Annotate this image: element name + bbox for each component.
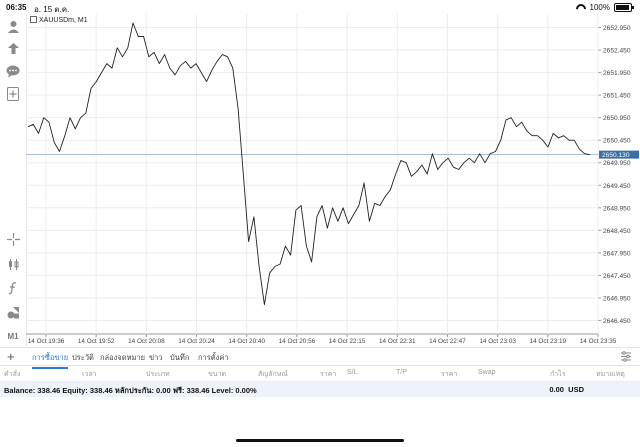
tab-journal[interactable]: บันทึก [170, 353, 190, 362]
balance-text: Balance: 338.46 Equity: 338.46 หลักประกั… [4, 386, 257, 395]
tab-settings[interactable]: การตั้งค่า [198, 353, 229, 362]
col-current-price[interactable]: ราคา [441, 371, 458, 378]
chart-toolbar: M1 [0, 14, 27, 346]
col-swap[interactable]: Swap [478, 369, 496, 376]
current-price-badge [599, 150, 639, 159]
price-label: 2648.950 [603, 205, 631, 212]
home-indicator[interactable] [236, 439, 404, 442]
candles-icon[interactable] [5, 256, 21, 272]
time-label: 14 Oct 22:15 [329, 338, 366, 345]
crosshair-icon[interactable] [5, 231, 21, 247]
price-label: 2648.450 [603, 228, 631, 235]
add-icon[interactable]: + [7, 349, 15, 364]
symbol-box-icon [30, 16, 37, 23]
time-label: 14 Oct 20:24 [178, 338, 215, 345]
time-label: 14 Oct 20:40 [228, 338, 265, 345]
new-order-icon[interactable] [5, 86, 21, 102]
price-label: 2646.450 [603, 318, 631, 325]
symbol-text: XAUUSDm, M1 [39, 17, 88, 24]
time-label: 14 Oct 20:08 [128, 338, 165, 345]
account-icon[interactable] [5, 18, 21, 34]
status-date: อ. 15 ต.ค. [34, 5, 70, 14]
profit-currency: USD [568, 385, 584, 394]
tab-mailbox[interactable]: กล่องจดหมาย [100, 353, 146, 362]
status-bar: 06:35 อ. 15 ต.ค. 100% [0, 0, 640, 14]
chart-canvas[interactable]: 2652.950 2652.450 2651.950 2651.450 2650.950… [26, 14, 640, 346]
price-label: 2652.950 [603, 25, 631, 32]
objects-icon[interactable] [5, 304, 21, 320]
time-label: 14 Oct 19:36 [28, 338, 65, 345]
price-label: 2651.450 [603, 93, 631, 100]
col-comment[interactable]: หมายเหตุ [596, 371, 625, 378]
time-label: 14 Oct 22:31 [379, 338, 416, 345]
col-volume[interactable]: ขนาด [208, 371, 227, 378]
price-label: 2650.950 [603, 115, 631, 122]
price-label: 2652.450 [603, 48, 631, 55]
time-label: 14 Oct 20:56 [279, 338, 316, 345]
col-profit[interactable]: กำไร [550, 371, 566, 378]
current-price-label: 2650.130 [602, 152, 630, 159]
chat-icon[interactable] [5, 63, 21, 79]
col-sl[interactable]: S/L [347, 369, 358, 376]
time-label: 14 Oct 22:47 [429, 338, 466, 345]
price-chart[interactable]: 2652.950 2652.450 2651.950 2651.450 2650.950… [26, 14, 640, 346]
indicator-icon[interactable] [5, 280, 21, 296]
time-label: 14 Oct 23:19 [530, 338, 567, 345]
orders-header: คำสั่ง เวลา ประเภท ขนาด สัญลักษณ์ ราคา S… [0, 365, 640, 382]
battery-icon [614, 3, 634, 12]
wifi-icon [576, 4, 586, 11]
time-label: 14 Oct 19:52 [78, 338, 115, 345]
price-label: 2649.950 [603, 160, 631, 167]
price-label: 2646.950 [603, 295, 631, 302]
layout-settings-icon[interactable] [620, 351, 632, 364]
col-type[interactable]: ประเภท [146, 371, 170, 378]
profit-value: 0.00 [549, 385, 564, 394]
price-label: 2647.450 [603, 273, 631, 280]
battery-percent: 100% [589, 3, 610, 12]
tab-news[interactable]: ข่าว [149, 353, 163, 362]
balance-row: Balance: 338.46 Equity: 338.46 หลักประกั… [0, 382, 640, 397]
price-series-line [27, 22, 591, 306]
col-time[interactable]: เวลา [82, 371, 97, 378]
tab-trade[interactable]: การซื้อขาย [32, 353, 69, 369]
symbol-label: XAUUSDm, M1 [30, 16, 88, 24]
bottom-tabs: + การซื้อขาย ประวัติ กล่องจดหมาย ข่าว บั… [0, 347, 640, 369]
col-order[interactable]: คำสั่ง [4, 371, 21, 378]
col-tp[interactable]: T/P [396, 369, 407, 376]
time-label: 14 Oct 23:03 [479, 338, 516, 345]
col-symbol[interactable]: สัญลักษณ์ [258, 371, 288, 378]
price-label: 2651.950 [603, 70, 631, 77]
price-label: 2650.450 [603, 138, 631, 145]
col-price[interactable]: ราคา [320, 371, 337, 378]
tab-history[interactable]: ประวัติ [72, 353, 94, 362]
status-time: 06:35 [6, 3, 27, 12]
total-profit: 0.00 USD [549, 385, 584, 394]
price-label: 2647.950 [603, 250, 631, 257]
trade-icon[interactable] [5, 40, 21, 56]
time-label: 14 Oct 23:35 [580, 338, 617, 345]
timeframe-button[interactable]: M1 [7, 331, 19, 341]
price-label: 2649.450 [603, 183, 631, 190]
